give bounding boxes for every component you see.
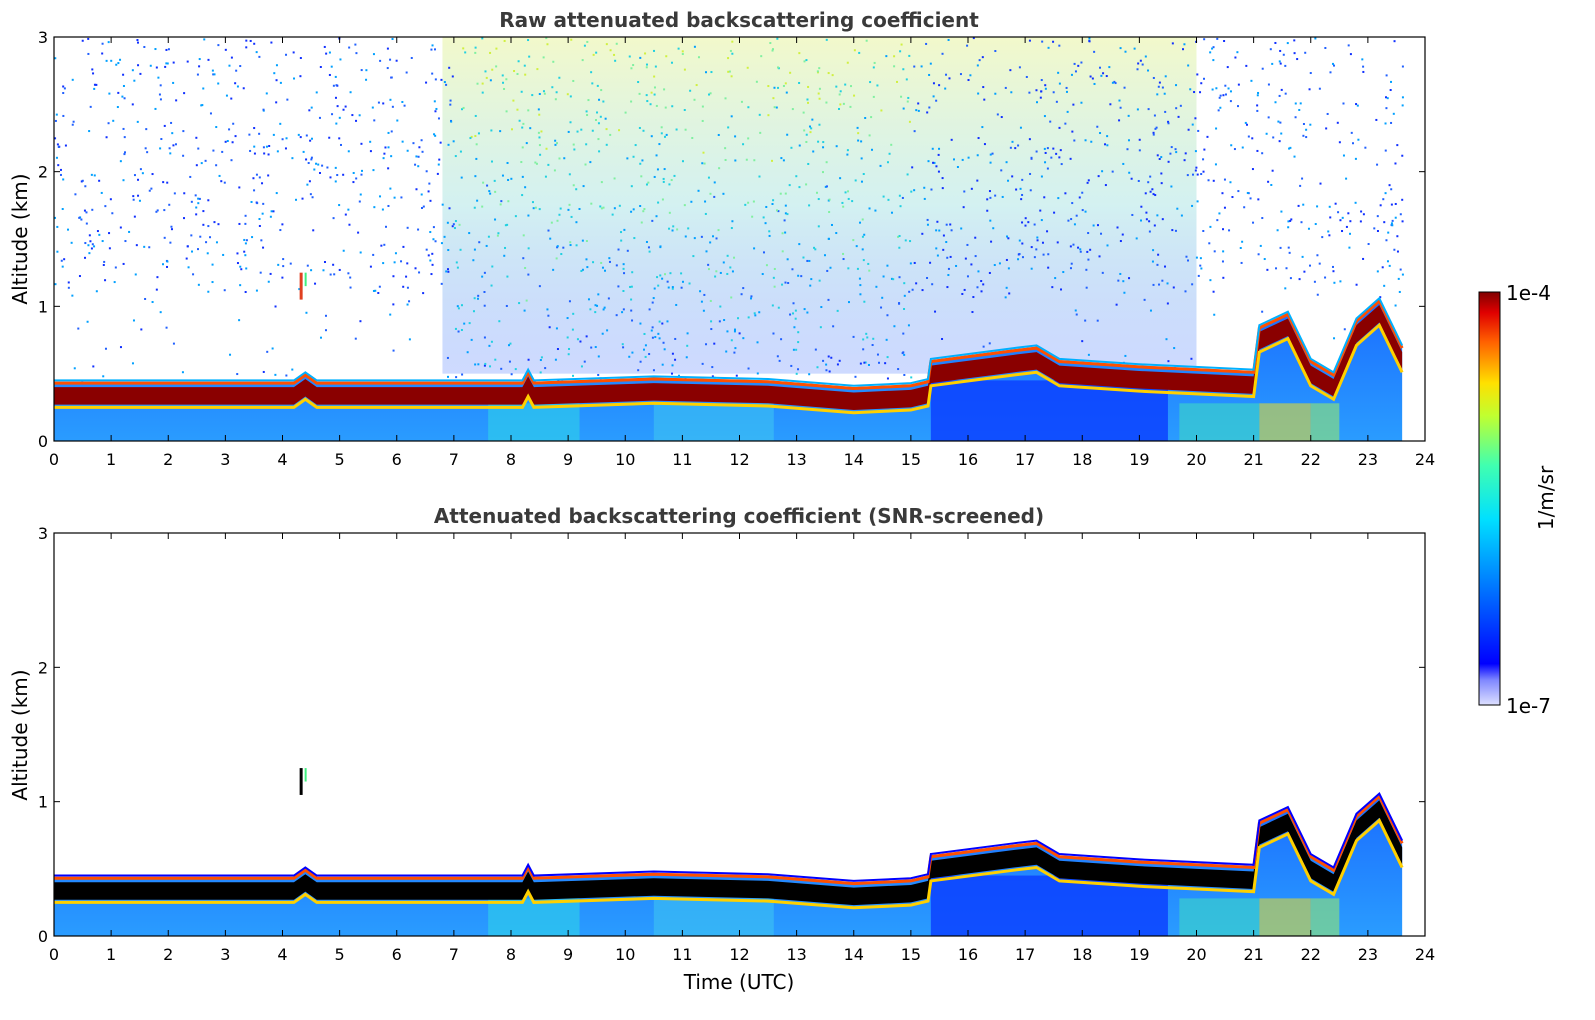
x-tick-label: 18 — [1072, 450, 1092, 469]
isolated-cloud-feature — [299, 272, 303, 300]
isolated-cloud-feature-edge — [304, 272, 307, 287]
panel-raw-heatmap — [54, 37, 1404, 441]
x-tick-label: 18 — [1072, 945, 1092, 964]
x-tick-label: 17 — [1015, 945, 1035, 964]
x-tick-label: 23 — [1358, 945, 1378, 964]
aerosol-column — [1179, 403, 1260, 441]
isolated-cloud-feature — [299, 768, 303, 795]
x-tick-label: 6 — [392, 945, 402, 964]
aerosol-column — [488, 898, 580, 936]
aerosol-column — [1310, 898, 1340, 936]
panel-screened-title: Attenuated backscattering coefficient (S… — [434, 504, 1044, 528]
x-tick-label: 2 — [163, 450, 173, 469]
x-tick-label: 14 — [844, 945, 864, 964]
x-tick-label: 6 — [392, 450, 402, 469]
y-tick-label: 2 — [38, 163, 48, 182]
x-tick-label: 21 — [1243, 450, 1263, 469]
isolated-cloud-feature-edge — [304, 768, 307, 782]
x-tick-label: 11 — [672, 450, 692, 469]
x-tick-label: 4 — [277, 945, 287, 964]
x-tick-label: 8 — [506, 945, 516, 964]
x-tick-label: 10 — [615, 450, 635, 469]
x-tick-label: 16 — [958, 450, 978, 469]
y-tick-label: 2 — [38, 658, 48, 677]
x-tick-label: 0 — [49, 450, 59, 469]
aerosol-column — [1310, 403, 1340, 441]
x-tick-label: 12 — [729, 945, 749, 964]
layer-edge-bottom — [54, 322, 1404, 415]
x-tick-label: 4 — [277, 450, 287, 469]
colorbar-min-label: 1e-7 — [1506, 694, 1551, 718]
colorbar-label: 1/m/sr — [1534, 465, 1558, 530]
x-tick-label: 9 — [563, 945, 573, 964]
y-tick-label: 0 — [38, 432, 48, 451]
x-tick-label: 1 — [106, 450, 116, 469]
y-tick-label: 1 — [38, 297, 48, 316]
noise-speckles — [54, 37, 1404, 382]
layer-edge-bottom — [54, 818, 1404, 910]
aerosol-column — [488, 403, 580, 441]
x-tick-label: 23 — [1358, 450, 1378, 469]
aerosol-layer-band — [54, 304, 1403, 411]
x-tick-label: 7 — [449, 945, 459, 964]
daytime-noise-region — [442, 37, 1197, 374]
x-tick-label: 3 — [220, 945, 230, 964]
x-tick-label: 24 — [1415, 450, 1435, 469]
x-tick-label: 1 — [106, 945, 116, 964]
panel-screened-y-axis: 0 1 2 3 — [38, 524, 1425, 946]
x-tick-label: 5 — [335, 945, 345, 964]
panel-raw-ylabel: Altitude (km) — [8, 173, 32, 304]
x-tick-label: 19 — [1129, 450, 1149, 469]
panel-screened-x-axis: 0 1 2 3 4 5 6 7 8 9 10 11 12 13 14 15 16 17 18 19 20 21 22 23 24 — [49, 533, 1435, 964]
x-tick-label: 8 — [506, 450, 516, 469]
panel-raw-y-axis: 0 1 2 3 — [38, 28, 1425, 451]
x-tick-label: 13 — [786, 945, 806, 964]
layer-edge-halo — [54, 296, 1404, 387]
aerosol-layer-band — [54, 800, 1403, 906]
aerosol-column — [653, 898, 774, 936]
x-tick-label: 21 — [1243, 945, 1263, 964]
aerosol-column — [1259, 898, 1311, 936]
x-tick-label: 20 — [1186, 945, 1206, 964]
x-tick-label: 3 — [220, 450, 230, 469]
colorbar-max-label: 1e-4 — [1506, 281, 1551, 305]
x-tick-label: 20 — [1186, 450, 1206, 469]
aerosol-column — [653, 403, 774, 441]
x-tick-label: 15 — [901, 945, 921, 964]
x-tick-label: 15 — [901, 450, 921, 469]
x-tick-label: 22 — [1301, 945, 1321, 964]
x-tick-label: 9 — [563, 450, 573, 469]
panel-screened-xlabel: Time (UTC) — [683, 970, 795, 994]
panel-raw: Raw attenuated backscattering coefficien… — [8, 8, 1435, 469]
x-tick-label: 0 — [49, 945, 59, 964]
layer-edge-halo — [54, 791, 1404, 882]
x-tick-label: 16 — [958, 945, 978, 964]
panel-screened-heatmap — [54, 768, 1404, 936]
x-tick-label: 11 — [672, 945, 692, 964]
x-tick-label: 22 — [1301, 450, 1321, 469]
y-tick-label: 3 — [38, 28, 48, 47]
y-tick-label: 1 — [38, 793, 48, 812]
panel-screened-ylabel: Altitude (km) — [8, 669, 32, 800]
panel-raw-x-axis: 0 1 2 3 4 5 6 7 8 9 10 11 12 13 14 15 16 17 18 19 20 21 22 23 24 — [49, 37, 1435, 469]
x-tick-label: 14 — [844, 450, 864, 469]
aerosol-column — [1179, 898, 1260, 936]
x-tick-label: 24 — [1415, 945, 1435, 964]
x-tick-label: 5 — [335, 450, 345, 469]
colorbar: 1e-4 1e-7 1/m/sr — [1478, 281, 1558, 718]
x-tick-label: 12 — [729, 450, 749, 469]
aerosol-column — [1259, 403, 1311, 441]
x-tick-label: 19 — [1129, 945, 1149, 964]
panel-raw-title: Raw attenuated backscattering coefficien… — [499, 8, 979, 32]
panel-screened: Attenuated backscattering coefficient (S… — [8, 504, 1435, 994]
colorbar-gradient — [1478, 291, 1501, 706]
y-tick-label: 3 — [38, 524, 48, 543]
x-tick-label: 2 — [163, 945, 173, 964]
y-tick-label: 0 — [38, 927, 48, 946]
x-tick-label: 17 — [1015, 450, 1035, 469]
x-tick-label: 13 — [786, 450, 806, 469]
x-tick-label: 7 — [449, 450, 459, 469]
x-tick-label: 10 — [615, 945, 635, 964]
